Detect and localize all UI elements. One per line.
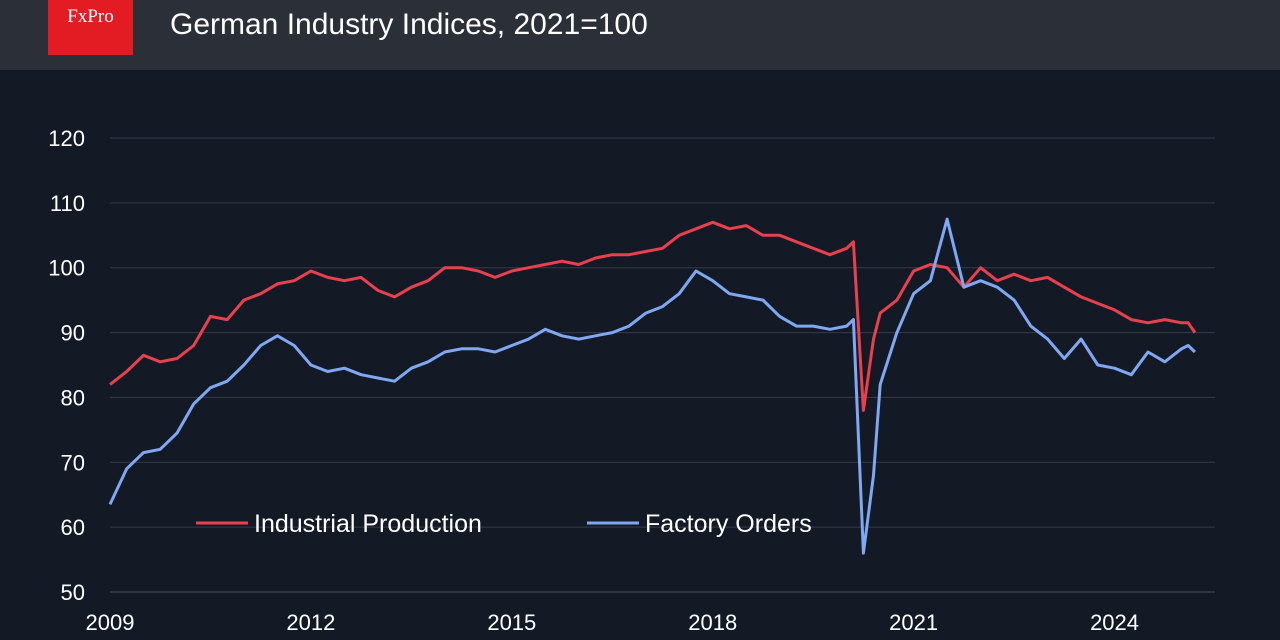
legend: Industrial Production Factory Orders xyxy=(196,510,812,538)
grid-lines xyxy=(110,137,1215,593)
x-tick-label-2018: 2018 xyxy=(688,610,737,635)
fxpro-logo: FxPro xyxy=(48,0,133,55)
y-tick-label-70: 70 xyxy=(61,450,85,475)
x-tick-label-2015: 2015 xyxy=(487,610,536,635)
series-lines xyxy=(108,217,1197,555)
y-tick-label-60: 60 xyxy=(61,515,85,540)
x-tick-label-2012: 2012 xyxy=(286,610,335,635)
line-chart: 50 60 70 80 90 100 110 120 2009 2012 2015 2018 2021… xyxy=(48,126,1215,635)
x-tick-label-2009: 2009 xyxy=(86,610,135,635)
chart-title: German Industry Indices, 2021=100 xyxy=(170,8,648,41)
legend-label-production: Industrial Production xyxy=(254,510,482,538)
y-tick-label-50: 50 xyxy=(61,580,85,605)
y-tick-label-120: 120 xyxy=(48,126,85,151)
chart-header: FxPro German Industry Indices, 2021=100 xyxy=(0,0,1280,70)
y-tick-label-110: 110 xyxy=(50,191,85,216)
series-line-orders xyxy=(108,217,1196,555)
x-tick-label-2024: 2024 xyxy=(1090,610,1139,635)
series-line-production xyxy=(109,220,1197,412)
x-tick-label-2021: 2021 xyxy=(889,610,938,635)
y-tick-label-80: 80 xyxy=(61,385,85,410)
x-axis: 2009 2012 2015 2018 2021 2024 xyxy=(86,610,1139,635)
y-axis: 50 60 70 80 90 100 110 120 xyxy=(48,126,85,605)
legend-label-orders: Factory Orders xyxy=(645,510,812,538)
y-tick-label-90: 90 xyxy=(61,321,85,346)
y-tick-label-100: 100 xyxy=(48,256,85,281)
